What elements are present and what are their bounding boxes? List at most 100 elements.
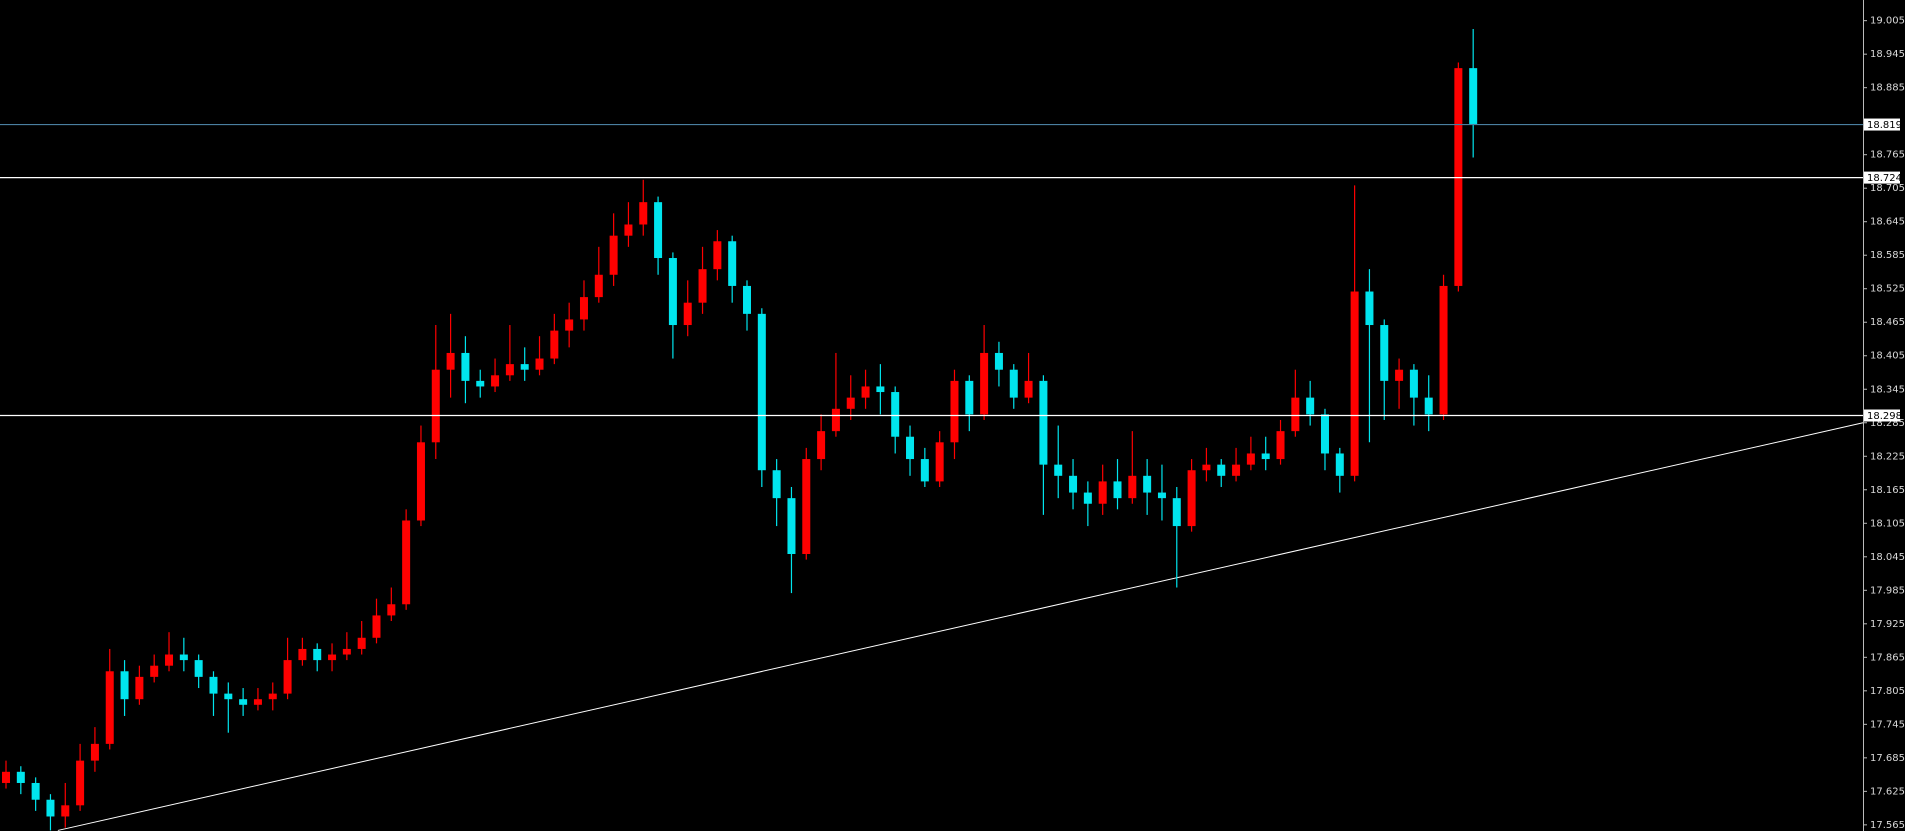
candle-body <box>1439 285 1448 415</box>
candle-body <box>1143 475 1152 493</box>
candle-body <box>817 431 826 460</box>
y-tick-label: 17.625 <box>1870 786 1905 797</box>
y-tick-label: 18.165 <box>1870 485 1905 496</box>
candle-body <box>772 470 781 499</box>
candle-body <box>906 436 915 460</box>
candle-body <box>579 297 588 320</box>
y-tick-label: 17.925 <box>1870 619 1905 630</box>
candle-body <box>1069 475 1078 493</box>
candle-body <box>950 380 959 443</box>
candle-body <box>1202 464 1211 471</box>
candle-body <box>179 654 188 661</box>
candle-body <box>224 693 233 700</box>
y-tick-label: 18.585 <box>1870 250 1905 261</box>
y-tick-label: 18.045 <box>1870 552 1905 563</box>
candle-body <box>1306 397 1315 415</box>
candle-body <box>491 375 500 387</box>
y-tick-label: 17.565 <box>1870 820 1905 831</box>
candle-body <box>1157 492 1166 499</box>
candle-body <box>1009 369 1018 398</box>
y-tick-label: 18.705 <box>1870 183 1905 194</box>
candle-body <box>609 235 618 275</box>
candle-body <box>639 202 648 225</box>
candle-body <box>1380 325 1389 381</box>
candle-body <box>787 498 796 554</box>
candle-body <box>253 699 262 705</box>
candle-body <box>1261 453 1270 460</box>
candle-body <box>135 676 144 700</box>
candle-body <box>1395 369 1404 381</box>
candle-body <box>980 352 989 415</box>
candle-body <box>1187 470 1196 527</box>
candle-body <box>550 330 559 359</box>
candle-body <box>209 676 218 694</box>
candle-body <box>76 760 85 806</box>
level-label: 18.819 <box>1867 120 1902 131</box>
y-tick-label: 18.405 <box>1870 351 1905 362</box>
candle-body <box>328 654 337 661</box>
candle-body <box>920 459 929 482</box>
candle-body <box>402 520 411 605</box>
candle-body <box>165 654 174 666</box>
candle-body <box>1083 492 1092 504</box>
candle-body <box>757 313 766 471</box>
candle-body <box>1172 498 1181 527</box>
candle-body <box>802 459 811 554</box>
candle-body <box>713 241 722 270</box>
y-tick-label: 18.645 <box>1870 217 1905 228</box>
y-tick-label: 18.525 <box>1870 284 1905 295</box>
candle-body <box>535 358 544 370</box>
candle-body <box>1246 453 1255 465</box>
candle-body <box>668 258 677 326</box>
candle-body <box>1217 464 1226 476</box>
candle-body <box>698 269 707 303</box>
candle-body <box>194 660 203 677</box>
candle-body <box>239 699 248 705</box>
candle-body <box>2 771 10 783</box>
candle-body <box>505 364 514 376</box>
level-label: 18.298 <box>1867 411 1902 422</box>
candle-body <box>594 274 603 298</box>
y-tick-label: 17.805 <box>1870 686 1905 697</box>
candle-body <box>1424 397 1433 415</box>
candle-body <box>31 782 40 800</box>
candle-body <box>654 202 663 259</box>
candle-body <box>624 224 633 236</box>
level-label-box <box>1864 171 1900 184</box>
y-tick-label: 18.945 <box>1870 49 1905 60</box>
candle-body <box>268 693 277 700</box>
candle-body <box>120 671 129 700</box>
candle-body <box>105 671 114 744</box>
candle-body <box>861 386 870 398</box>
candle-body <box>1291 397 1300 432</box>
candle-body <box>965 380 974 415</box>
candle-body <box>1113 481 1122 499</box>
candle-body <box>846 397 855 409</box>
candle-body <box>150 665 159 677</box>
candle-body <box>876 386 885 393</box>
y-tick-label: 17.865 <box>1870 652 1905 663</box>
candle-body <box>1469 68 1478 124</box>
candle-body <box>46 799 55 817</box>
y-tick-label: 18.105 <box>1870 518 1905 529</box>
candle-body <box>313 648 322 661</box>
y-tick-label: 18.345 <box>1870 384 1905 395</box>
candle-body <box>431 369 440 443</box>
candle-body <box>1276 431 1285 460</box>
y-tick-label: 18.225 <box>1870 451 1905 462</box>
candle-body <box>461 352 470 381</box>
y-tick-label: 18.465 <box>1870 317 1905 328</box>
candle-body <box>357 637 366 649</box>
y-tick-label: 19.005 <box>1870 16 1905 27</box>
candle-body <box>387 604 396 616</box>
candle-body <box>1409 369 1418 398</box>
candle-body <box>743 285 751 314</box>
candle-body <box>446 352 455 370</box>
candle-body <box>1128 475 1137 499</box>
candle-body <box>1054 464 1063 476</box>
candle-body <box>1024 380 1033 398</box>
candle-body <box>683 302 692 326</box>
candle-body <box>935 442 944 482</box>
